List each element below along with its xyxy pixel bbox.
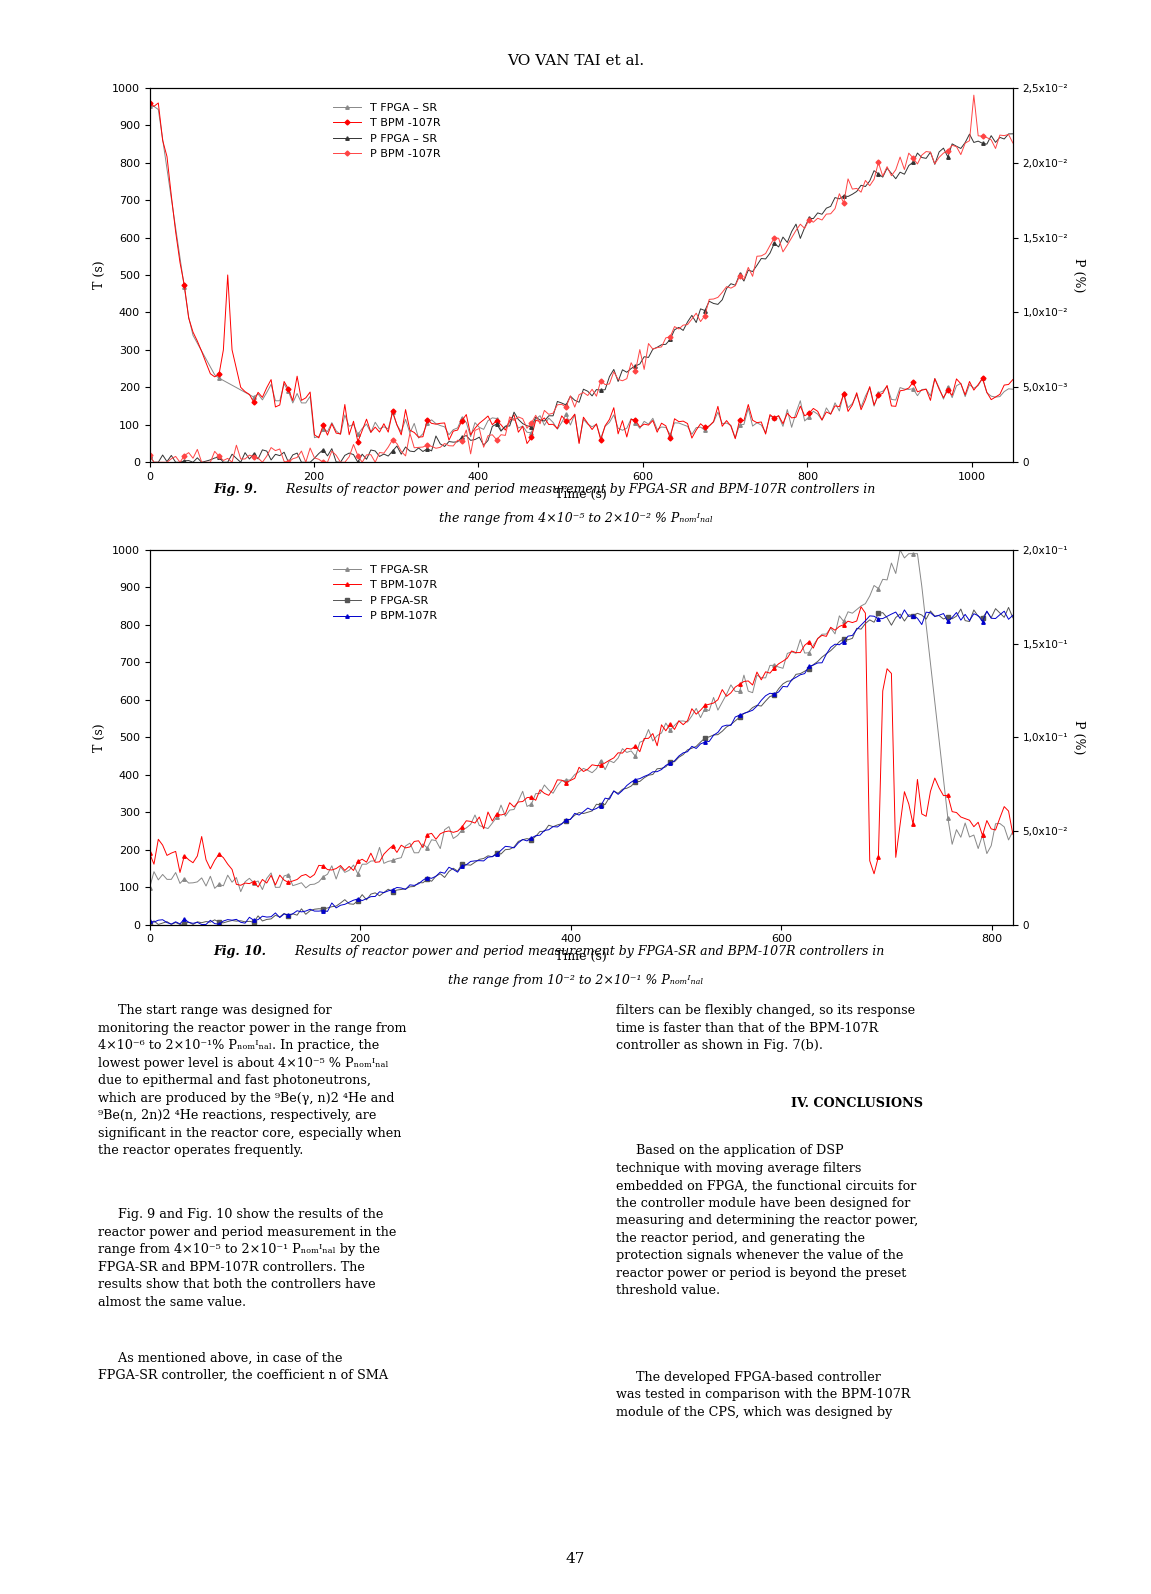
Text: Results of reactor power and period measurement by FPGA-SR and BPM-107R controll: Results of reactor power and period meas…	[291, 945, 884, 958]
Text: the range from 4×10⁻⁵ to 2×10⁻² % Pₙₒₘᴵₙₐₗ: the range from 4×10⁻⁵ to 2×10⁻² % Pₙₒₘᴵₙ…	[439, 512, 712, 524]
Text: The developed FPGA-based controller
was tested in comparison with the BPM-107R
m: The developed FPGA-based controller was …	[616, 1371, 910, 1419]
Text: the range from 10⁻² to 2×10⁻¹ % Pₙₒₘᴵₙₐₗ: the range from 10⁻² to 2×10⁻¹ % Pₙₒₘᴵₙₐₗ	[448, 974, 703, 987]
X-axis label: Time (s): Time (s)	[556, 950, 607, 963]
Text: IV. CONCLUSIONS: IV. CONCLUSIONS	[792, 1097, 923, 1109]
Legend: T FPGA – SR, T BPM -107R, P FPGA – SR, P BPM -107R: T FPGA – SR, T BPM -107R, P FPGA – SR, P…	[328, 97, 447, 164]
Y-axis label: P (%): P (%)	[1072, 720, 1085, 754]
X-axis label: Time (s): Time (s)	[556, 488, 607, 501]
Text: As mentioned above, in case of the
FPGA-SR controller, the coefficient n of SMA: As mentioned above, in case of the FPGA-…	[98, 1352, 388, 1382]
Text: Fig. 9.: Fig. 9.	[213, 483, 257, 496]
Y-axis label: T (s): T (s)	[93, 261, 106, 289]
Text: 47: 47	[566, 1553, 585, 1565]
Legend: T FPGA-SR, T BPM-107R, P FPGA-SR, P BPM-107R: T FPGA-SR, T BPM-107R, P FPGA-SR, P BPM-…	[328, 559, 443, 626]
Y-axis label: P (%): P (%)	[1072, 258, 1084, 292]
Y-axis label: T (s): T (s)	[93, 724, 106, 751]
Text: Results of reactor power and period measurement by FPGA-SR and BPM-107R controll: Results of reactor power and period meas…	[282, 483, 875, 496]
Text: Fig. 9 and Fig. 10 show the results of the
reactor power and period measurement : Fig. 9 and Fig. 10 show the results of t…	[98, 1208, 396, 1309]
Text: Fig. 10.: Fig. 10.	[213, 945, 266, 958]
Text: The start range was designed for
monitoring the reactor power in the range from
: The start range was designed for monitor…	[98, 1004, 406, 1157]
Text: VO VAN TAI et al.: VO VAN TAI et al.	[506, 54, 645, 67]
Text: Based on the application of DSP
technique with moving average filters
embedded o: Based on the application of DSP techniqu…	[616, 1144, 918, 1298]
Text: filters can be flexibly changed, so its response
time is faster than that of the: filters can be flexibly changed, so its …	[616, 1004, 915, 1052]
